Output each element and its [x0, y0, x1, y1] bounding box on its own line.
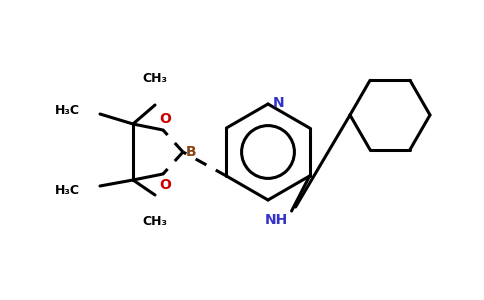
Text: CH₃: CH₃ [142, 215, 167, 228]
Text: B: B [186, 145, 197, 159]
Text: H₃C: H₃C [55, 103, 80, 116]
Text: O: O [159, 112, 171, 126]
Text: N: N [273, 96, 285, 110]
Text: NH: NH [264, 213, 287, 227]
Text: H₃C: H₃C [55, 184, 80, 196]
Text: O: O [159, 178, 171, 192]
Text: CH₃: CH₃ [142, 72, 167, 85]
